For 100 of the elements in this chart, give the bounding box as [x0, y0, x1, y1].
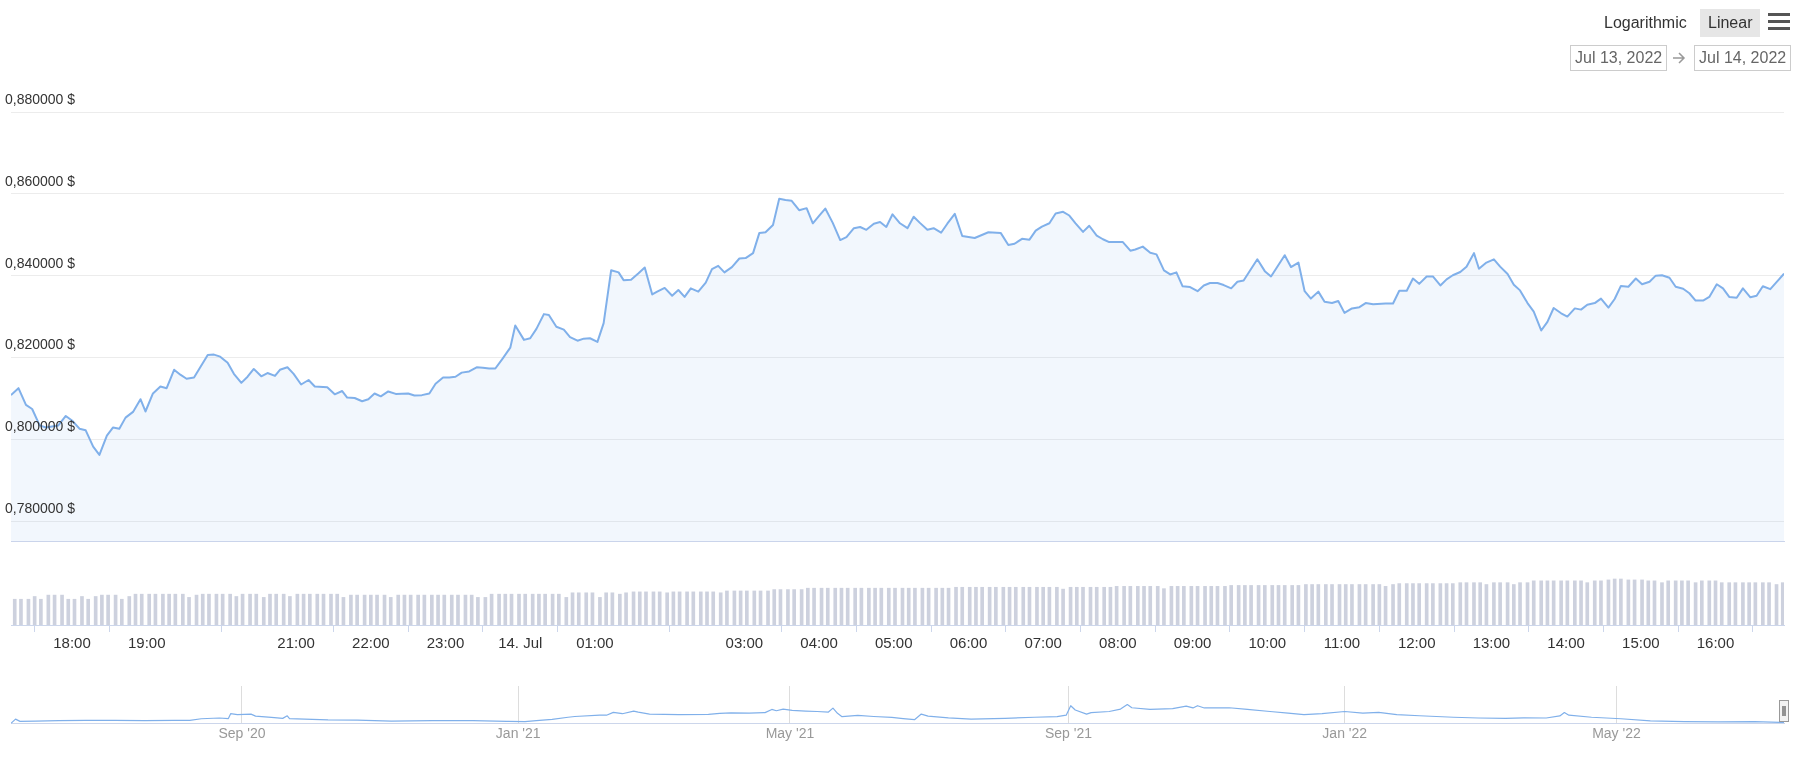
bar	[867, 587, 871, 625]
x-tick-label: 04:00	[800, 634, 838, 652]
bar	[752, 590, 757, 625]
x-tick-label: 19:00	[127, 634, 166, 652]
bar	[766, 590, 770, 625]
x-tick-label: 12:00	[1397, 634, 1436, 652]
bar	[1013, 586, 1018, 625]
bar	[497, 593, 501, 625]
bar	[167, 593, 171, 625]
bar	[1531, 580, 1536, 625]
bar	[1282, 585, 1287, 625]
bar	[281, 593, 286, 625]
bar	[396, 594, 401, 625]
bar	[1142, 586, 1146, 625]
y-tick-label: 0,840000 $	[5, 254, 76, 271]
bar	[644, 591, 648, 625]
bar	[940, 587, 945, 625]
bar	[1209, 586, 1214, 625]
x-tick-label: 08:00	[1099, 634, 1137, 652]
bar	[1666, 580, 1671, 625]
bar	[960, 586, 965, 625]
bar	[1223, 586, 1227, 625]
bar	[705, 591, 709, 625]
bar	[954, 586, 958, 625]
bar	[1585, 582, 1590, 625]
x-tick-label: 23:00	[426, 634, 465, 652]
bar	[1592, 580, 1597, 625]
bar	[685, 591, 689, 625]
bar	[1249, 585, 1253, 625]
bar	[307, 593, 312, 625]
bar	[349, 594, 353, 625]
bar	[228, 593, 232, 625]
bar	[886, 587, 891, 625]
bar	[39, 598, 43, 625]
bar	[1431, 583, 1435, 625]
bar	[1707, 580, 1712, 625]
bar	[1780, 582, 1784, 625]
bar	[967, 586, 972, 625]
bar	[1673, 580, 1678, 625]
bar	[248, 593, 252, 625]
bar	[456, 594, 460, 625]
bar	[1450, 583, 1455, 625]
y-tick-label: 0,820000 $	[5, 336, 76, 353]
bar	[994, 586, 998, 625]
bar	[1404, 583, 1409, 625]
bar	[1035, 586, 1039, 625]
bar	[1074, 586, 1079, 625]
bar	[80, 596, 84, 625]
bar	[812, 587, 816, 625]
bar	[1304, 584, 1308, 625]
y-tick-label: 0,880000 $	[5, 90, 76, 107]
bar	[1162, 588, 1166, 625]
bar	[879, 587, 884, 625]
bar	[584, 592, 589, 625]
y-tick-label: 0,800000 $	[5, 418, 76, 435]
bar	[469, 594, 474, 625]
bar	[200, 593, 205, 625]
bar	[564, 597, 569, 625]
x-tick-label: 07:00	[1024, 634, 1062, 652]
bar	[1243, 585, 1247, 625]
bar	[1262, 585, 1267, 625]
bar	[1719, 582, 1724, 625]
bar	[1203, 586, 1207, 625]
bar	[274, 593, 279, 625]
bar	[913, 587, 917, 625]
bar	[1417, 583, 1422, 625]
bar	[355, 594, 359, 625]
x-tick-label: Jan '22	[1322, 725, 1368, 742]
y-tick-label: 0,860000 $	[5, 172, 76, 189]
bar	[1747, 582, 1751, 625]
bar	[906, 587, 911, 625]
bar	[261, 597, 266, 625]
bar	[207, 593, 211, 625]
bar	[853, 587, 857, 625]
text: Logarithmic	[1604, 13, 1687, 33]
bar	[1660, 582, 1664, 625]
bar	[1081, 586, 1085, 625]
bar	[1741, 582, 1745, 625]
bar	[1680, 580, 1684, 625]
bar	[1767, 582, 1771, 625]
bar	[1229, 585, 1234, 625]
bar	[893, 587, 897, 625]
bar	[1182, 586, 1186, 625]
bar	[503, 593, 508, 625]
bar	[100, 594, 104, 625]
bar	[86, 598, 91, 625]
x-tick-label: 14:00	[1547, 634, 1585, 652]
bar	[1411, 583, 1415, 625]
x-tick-label: 06:00	[949, 634, 988, 652]
bar	[1498, 582, 1502, 625]
x-tick-label: 15:00	[1622, 634, 1660, 652]
bar	[430, 594, 434, 625]
bar	[180, 593, 185, 625]
bar	[19, 598, 23, 625]
bar	[1021, 586, 1026, 625]
bar	[792, 589, 796, 625]
x-tick-label: Sep '20	[218, 725, 266, 742]
x-tick-label: May '21	[765, 725, 815, 742]
bar	[476, 597, 480, 625]
bar	[537, 593, 541, 625]
